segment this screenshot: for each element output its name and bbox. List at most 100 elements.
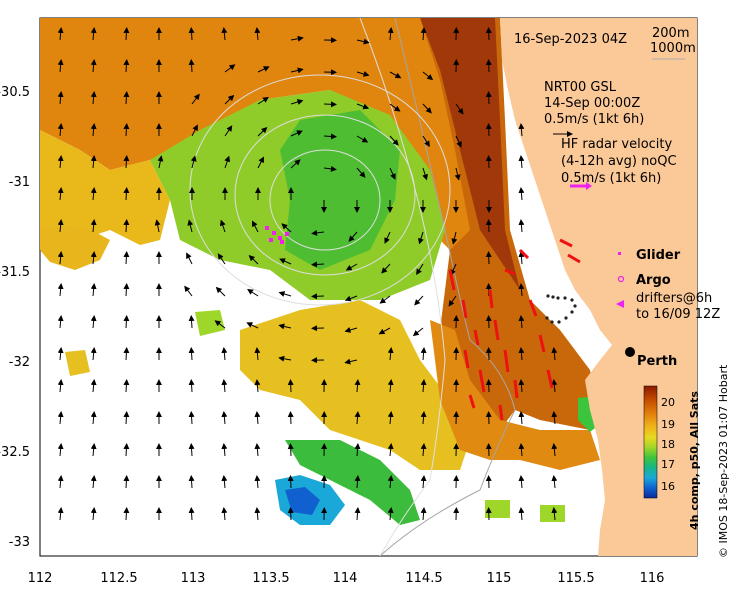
- colorbar-tick-19: 19: [661, 418, 675, 431]
- y-tick: -30.5: [0, 85, 30, 100]
- current-vector: [57, 123, 64, 137]
- current-vector: [188, 411, 195, 425]
- drifter-legend-line2: to 16/09 12Z: [636, 307, 720, 322]
- current-vector: [454, 167, 461, 181]
- current-vector: [356, 71, 370, 77]
- current-vector: [90, 283, 97, 297]
- current-vector: [57, 27, 64, 41]
- current-vector: [90, 443, 97, 457]
- y-axis: -30.5 -31 -31.5 -32 -32.5 -33: [0, 85, 30, 550]
- current-vector: [154, 219, 161, 233]
- current-vector: [224, 155, 231, 169]
- current-vector: [422, 167, 428, 181]
- current-vector: [90, 27, 97, 41]
- current-vector: [290, 159, 301, 169]
- current-vector: [224, 94, 235, 105]
- current-vector: [123, 251, 130, 265]
- current-vector: [416, 263, 424, 276]
- current-vector: [247, 288, 259, 297]
- current-vector: [188, 315, 195, 329]
- colorbar-tick-20: 20: [661, 396, 675, 409]
- sst-orange-north: [40, 18, 470, 250]
- contour-1000m: [359, 18, 446, 556]
- current-vector: [246, 322, 259, 329]
- current-vector: [214, 320, 226, 329]
- current-vector: [123, 379, 130, 393]
- current-vector: [290, 99, 304, 105]
- current-vector: [420, 27, 427, 41]
- current-vector: [224, 125, 233, 137]
- current-vector: [157, 155, 164, 169]
- colorbar-tick-16: 16: [661, 480, 675, 493]
- colorbar-tick-17: 17: [661, 458, 675, 471]
- current-vector: [190, 155, 197, 169]
- current-vector: [57, 347, 64, 361]
- sst-patch-west: [40, 226, 110, 270]
- current-vector: [354, 475, 361, 489]
- current-vector: [551, 443, 558, 457]
- current-vector: [323, 133, 337, 140]
- x-tick: 112: [28, 571, 53, 586]
- current-vector: [323, 165, 337, 172]
- sst-green-deep: [280, 110, 400, 270]
- drifter-legend-marker: [616, 300, 624, 308]
- argo-legend-label: Argo: [636, 273, 671, 288]
- current-vector: [123, 315, 130, 329]
- current-vector: [57, 187, 64, 201]
- current-vector: [348, 231, 358, 242]
- current-vector: [123, 443, 130, 457]
- current-vector: [221, 475, 228, 489]
- x-tick: 113.5: [252, 571, 289, 586]
- current-vector: [90, 59, 97, 73]
- current-vector: [57, 507, 64, 521]
- current-vector: [252, 220, 259, 233]
- current-vector: [221, 379, 228, 393]
- current-vector: [184, 285, 193, 297]
- current-vector: [123, 59, 130, 73]
- gsl-line3: 0.5m/s (1kt 6h): [544, 112, 644, 127]
- current-vector: [57, 443, 64, 457]
- current-vector: [90, 475, 97, 489]
- current-vector: [518, 475, 525, 489]
- current-vector: [451, 231, 458, 245]
- current-vector: [518, 443, 525, 457]
- glider-legend-marker: [618, 252, 621, 255]
- current-vector: [354, 507, 361, 521]
- current-vector: [290, 130, 303, 137]
- hf-line1: HF radar velocity: [561, 137, 673, 152]
- current-vector: [57, 283, 64, 297]
- hf-scale-arrowhead: [586, 182, 592, 190]
- current-vector: [191, 93, 200, 105]
- y-tick: -32.5: [0, 445, 30, 460]
- current-vector: [551, 411, 558, 425]
- current-vector: [217, 253, 226, 265]
- current-vector: [254, 411, 261, 425]
- current-vector: [57, 315, 64, 329]
- perth-label: Perth: [637, 354, 677, 369]
- current-vector: [311, 229, 325, 236]
- current-vector: [387, 27, 394, 41]
- gsl-line1: NRT00 GSL: [544, 80, 617, 95]
- current-vector: [254, 507, 261, 521]
- current-vector: [420, 475, 427, 489]
- sst-orange-south: [430, 320, 600, 470]
- current-vector: [278, 323, 292, 330]
- current-vector: [287, 507, 294, 521]
- current-vector: [344, 358, 358, 365]
- current-vector: [551, 379, 558, 393]
- current-vector: [57, 155, 64, 169]
- glider-legend-label: Glider: [636, 248, 681, 263]
- hf-line2: (4-12h avg) noQC: [561, 154, 677, 169]
- current-vector: [384, 231, 391, 244]
- current-vector: [551, 475, 558, 489]
- drifter-legend-line1: drifters@6h: [636, 291, 712, 306]
- current-vector: [123, 219, 130, 233]
- y-tick: -33: [9, 535, 30, 550]
- current-vector: [123, 475, 130, 489]
- current-vector: [191, 124, 198, 137]
- hf-line3: 0.5m/s (1kt 6h): [561, 171, 661, 186]
- current-vector: [290, 67, 304, 74]
- current-vector: [257, 156, 264, 169]
- y-tick: -31.5: [0, 265, 30, 280]
- current-vector: [378, 327, 391, 335]
